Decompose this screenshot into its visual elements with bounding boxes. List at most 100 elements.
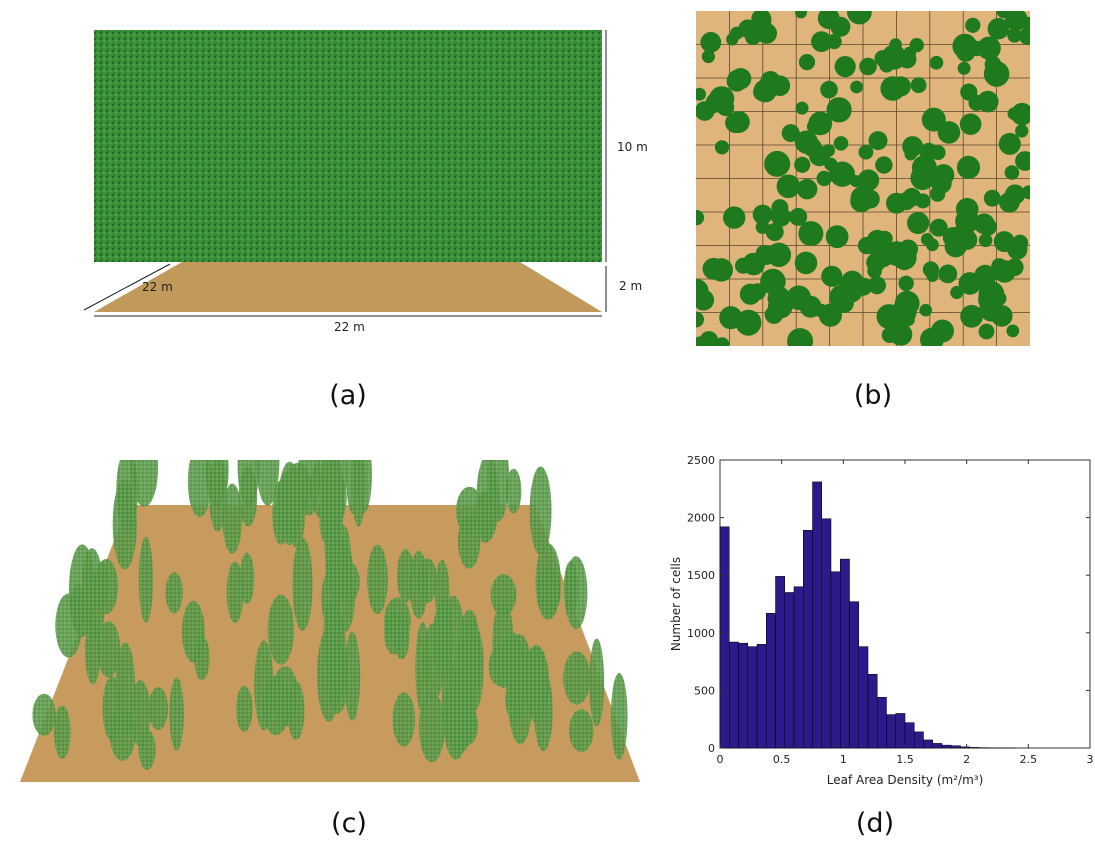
crown-blob xyxy=(1010,102,1034,126)
panel-a-illustration xyxy=(83,30,607,317)
tree-crown xyxy=(490,574,517,616)
y-axis-label: Number of cells xyxy=(669,557,683,651)
tree-crown xyxy=(458,609,481,690)
crown-blob xyxy=(806,119,822,134)
tree-crown xyxy=(112,478,137,570)
x-tick-label: 0 xyxy=(717,753,724,766)
crown-blob xyxy=(821,265,843,287)
crown-blob xyxy=(753,83,772,102)
histogram-bar xyxy=(784,592,795,749)
panel-d: 0 0.5 1 1.5 2 2.5 3 0 500 1000 1500 2000 2500 Leaf Ar… xyxy=(660,450,1095,800)
crown-blob xyxy=(765,223,784,241)
tree-crown xyxy=(525,644,547,706)
histogram-bar xyxy=(738,642,748,749)
tree-crown xyxy=(563,561,579,616)
histogram-bar xyxy=(803,530,813,749)
crown-blob xyxy=(955,209,980,234)
histogram-bar xyxy=(812,481,822,749)
crown-blob xyxy=(978,233,993,248)
histogram-bar xyxy=(821,518,832,749)
crown-blob xyxy=(809,145,830,167)
crown-blob xyxy=(902,136,923,157)
histogram-bar xyxy=(849,601,859,749)
crown-blob xyxy=(826,97,852,123)
tree-crown xyxy=(236,685,253,732)
crown-blob xyxy=(723,206,746,229)
tree-crown xyxy=(569,709,594,753)
crown-blob xyxy=(921,107,946,132)
histogram-bar xyxy=(932,743,943,749)
x-tick-label: 1.5 xyxy=(896,753,914,766)
crown-blob xyxy=(920,327,944,352)
histogram-bar xyxy=(895,713,906,749)
tree-crown xyxy=(115,642,136,736)
histogram-bar xyxy=(747,646,758,749)
y-tick-label: 1500 xyxy=(687,569,715,582)
tree-crown xyxy=(275,471,301,539)
x-tick-label: 1 xyxy=(840,753,847,766)
crown-blob xyxy=(926,269,939,282)
histogram-bar xyxy=(775,576,785,749)
tree-crown xyxy=(169,677,184,751)
crown-blob xyxy=(786,285,812,311)
tree-crown xyxy=(563,651,591,705)
histogram-bar xyxy=(766,612,776,749)
crown-blob xyxy=(857,236,876,255)
tree-crown xyxy=(443,678,469,760)
crown-blob xyxy=(929,55,944,70)
crown-blob xyxy=(898,275,914,291)
tree-crown xyxy=(589,638,605,727)
crown-blob xyxy=(1007,28,1022,43)
crown-blob xyxy=(702,260,719,277)
crown-blob xyxy=(868,276,886,295)
crown-blob xyxy=(919,303,932,317)
y-tick-label: 500 xyxy=(694,684,715,697)
panel-b xyxy=(684,0,1037,355)
x-tick-label: 2 xyxy=(963,753,970,766)
crown-blob xyxy=(956,155,981,179)
x-tick-label: 0.5 xyxy=(773,753,791,766)
crown-blob xyxy=(898,258,911,271)
crown-blob xyxy=(811,31,832,52)
crown-blob xyxy=(978,323,995,340)
tree-crown xyxy=(83,585,105,639)
crown-blob xyxy=(983,189,1001,207)
crown-blob xyxy=(993,260,1016,283)
tree-crown xyxy=(536,566,561,616)
tree-crown xyxy=(456,486,483,535)
ground-plane xyxy=(94,262,602,312)
crown-blob xyxy=(881,327,898,343)
crown-blob xyxy=(950,285,964,300)
histogram-bar xyxy=(729,641,739,749)
caption-c: (c) xyxy=(331,808,367,839)
crown-blob xyxy=(830,16,851,37)
tree-crown xyxy=(32,693,56,736)
tree-crown xyxy=(187,445,212,518)
crown-blob xyxy=(781,124,800,143)
crown-blob xyxy=(795,101,809,115)
tree-crown xyxy=(54,705,71,759)
tree-crown xyxy=(138,729,156,770)
crown-blob xyxy=(942,227,964,248)
crown-blob xyxy=(858,144,874,160)
histogram-bar xyxy=(858,646,869,749)
crown-blob xyxy=(980,41,998,58)
crown-blob xyxy=(919,142,938,162)
crown-blob xyxy=(768,294,793,319)
crown-blob xyxy=(818,303,842,327)
tree-crown xyxy=(415,621,431,714)
tree-crown xyxy=(55,593,83,658)
panel-b-illustration xyxy=(684,0,1037,355)
crown-blob xyxy=(701,49,715,64)
y-tick-label: 2000 xyxy=(687,512,715,525)
tree-crown xyxy=(505,468,522,514)
tree-crown xyxy=(226,561,244,623)
crown-blob xyxy=(693,87,706,101)
tree-crown xyxy=(194,635,210,681)
tree-crown xyxy=(336,525,351,591)
histogram-bar xyxy=(923,739,933,749)
crown-blob xyxy=(699,331,719,350)
crown-blob xyxy=(825,225,849,249)
tree-crown xyxy=(138,536,153,623)
crown-blob xyxy=(897,192,916,211)
